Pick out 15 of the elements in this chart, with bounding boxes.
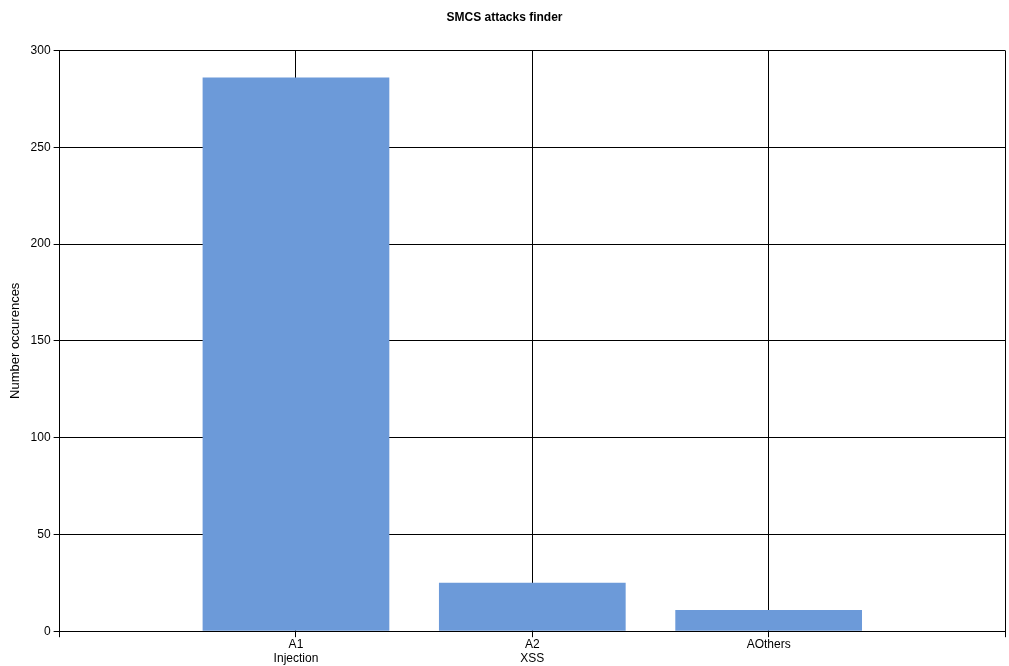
y-tick-label: 100 bbox=[30, 429, 51, 444]
x-tick-label: A2 XSS bbox=[520, 636, 545, 666]
x-tick-label: AOthers bbox=[746, 636, 791, 651]
y-axis-title: Number occurences bbox=[7, 282, 23, 399]
bar bbox=[675, 609, 863, 631]
y-tick-label: 0 bbox=[43, 623, 51, 638]
bar bbox=[438, 582, 626, 631]
y-tick-label: 50 bbox=[37, 526, 51, 541]
x-tick-label: A1 Injection bbox=[273, 636, 319, 666]
bar bbox=[202, 77, 390, 631]
y-tick-label: 150 bbox=[30, 333, 51, 348]
y-tick-label: 300 bbox=[30, 42, 51, 57]
y-tick-label: 200 bbox=[30, 236, 51, 251]
chart-title: SMCS attacks finder bbox=[446, 9, 563, 24]
y-tick-label: 250 bbox=[30, 139, 51, 154]
